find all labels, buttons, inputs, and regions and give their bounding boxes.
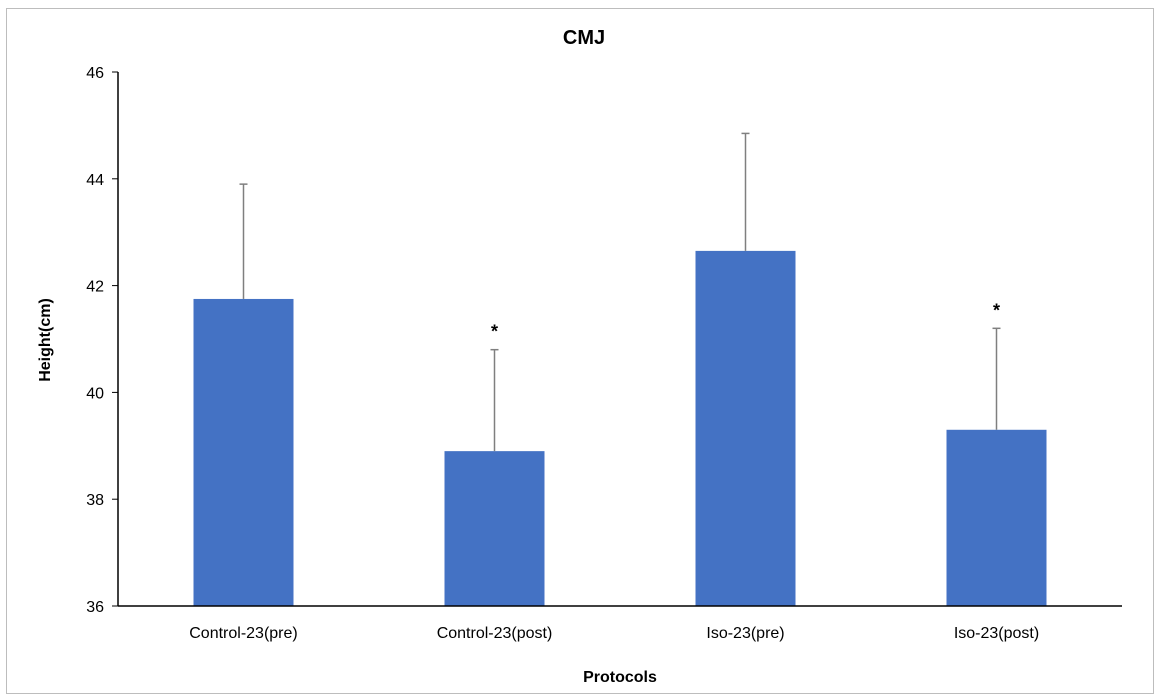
x-category-label: Iso-23(post) (954, 625, 1039, 642)
y-tick-label: 38 (86, 492, 104, 509)
bar (193, 298, 294, 606)
y-tick-label: 40 (86, 385, 104, 402)
x-category-label: Control-23(pre) (189, 625, 297, 642)
bar (444, 451, 545, 606)
significance-marker: * (993, 300, 1000, 320)
bar (695, 250, 796, 606)
y-tick-label: 44 (86, 172, 104, 189)
bar (946, 429, 1047, 606)
x-axis-label: Protocols (583, 669, 657, 686)
significance-marker: * (491, 322, 498, 342)
y-tick-label: 46 (86, 65, 104, 82)
x-category-label: Control-23(post) (437, 625, 553, 642)
chart-title: CMJ (563, 27, 605, 49)
x-category-label: Iso-23(pre) (706, 625, 784, 642)
y-tick-label: 36 (86, 599, 104, 616)
plot-area: 36 38 40 42 44 46 Control-23(pre) * Control-23(p… (86, 65, 1122, 642)
y-axis-label: Height(cm) (37, 298, 54, 382)
y-tick-label: 42 (86, 279, 104, 296)
